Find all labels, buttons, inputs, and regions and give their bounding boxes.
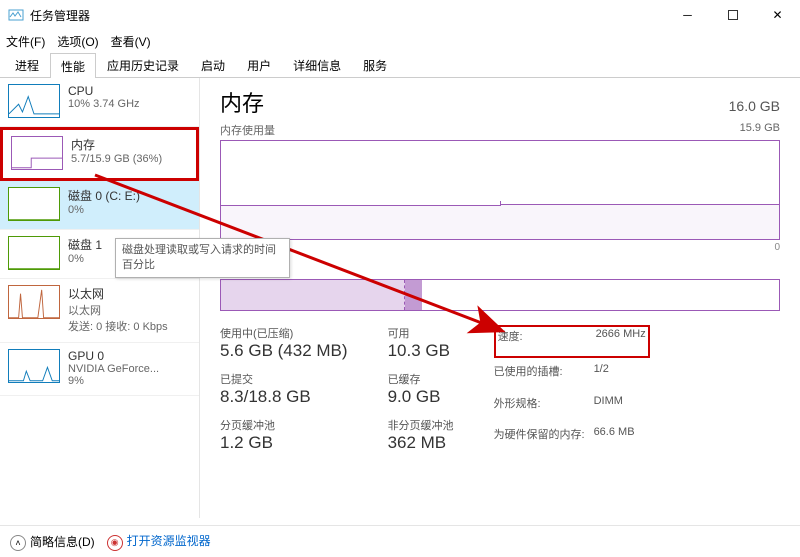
main-title: 内存	[220, 86, 264, 118]
sidebar: CPU10% 3.74 GHz内存5.7/15.9 GB (36%)磁盘 0 (…	[0, 78, 200, 518]
menu-view[interactable]: 查看(V)	[111, 33, 151, 50]
sidebar-item-title: 磁盘 0 (C: E:)	[68, 187, 140, 204]
sidebar-item-title: GPU 0	[68, 349, 159, 363]
stat-value: 8.3/18.8 GB	[220, 387, 348, 407]
sidebar-item-2[interactable]: 磁盘 0 (C: E:)0%	[0, 181, 199, 230]
sidebar-thumb	[8, 349, 60, 383]
kv-value: 2666 MHz	[594, 325, 650, 358]
sidebar-item-line3: 发送: 0 接收: 0 Kbps	[68, 318, 168, 334]
stat-label: 已缓存	[388, 371, 454, 387]
stat-value: 10.3 GB	[388, 341, 454, 361]
stat-label: 分页缓冲池	[220, 417, 348, 433]
sidebar-item-0[interactable]: CPU10% 3.74 GHz	[0, 78, 199, 127]
sidebar-item-line2: NVIDIA GeForce...	[68, 363, 159, 375]
tab-1[interactable]: 性能	[50, 53, 96, 78]
stat-value: 9.0 GB	[388, 387, 454, 407]
sidebar-item-title: CPU	[68, 84, 140, 98]
tab-5[interactable]: 详细信息	[282, 52, 352, 77]
stats-area: 使用中(已压缩)5.6 GB (432 MB) 已提交8.3/18.8 GB 分页缓…	[220, 325, 780, 453]
sidebar-thumb	[8, 236, 60, 270]
kv-value: 66.6 MB	[594, 426, 650, 453]
kv-value: DIMM	[594, 395, 650, 422]
menubar: 文件(F) 选项(O) 查看(V)	[0, 30, 800, 52]
sidebar-thumb	[11, 136, 63, 170]
resmon-icon: ◉	[107, 535, 123, 551]
sidebar-thumb	[8, 187, 60, 221]
chart-label: 内存使用量	[220, 122, 275, 138]
stat-label: 已提交	[220, 371, 348, 387]
chart-zero: 0	[220, 242, 780, 253]
close-button[interactable]: ✕	[755, 0, 800, 30]
sidebar-item-title: 磁盘 1	[68, 236, 102, 253]
sidebar-item-line2: 以太网	[68, 302, 168, 318]
menu-file[interactable]: 文件(F)	[6, 33, 45, 50]
titlebar: 任务管理器 ─ ✕	[0, 0, 800, 30]
kv-key: 已使用的插槽:	[494, 363, 594, 390]
main-total: 16.0 GB	[729, 98, 780, 114]
chart-max: 15.9 GB	[740, 122, 780, 138]
menu-options[interactable]: 选项(O)	[57, 33, 98, 50]
window-controls: ─ ✕	[665, 0, 800, 30]
minimize-button[interactable]: ─	[665, 0, 710, 30]
sidebar-item-line2: 0%	[68, 253, 102, 265]
tab-4[interactable]: 用户	[236, 52, 282, 77]
footer: ˄简略信息(D) ◉打开资源监视器	[0, 525, 800, 557]
open-resmon-link[interactable]: ◉打开资源监视器	[107, 532, 211, 551]
tab-2[interactable]: 应用历史记录	[96, 52, 190, 77]
tabbar: 进程性能应用历史记录启动用户详细信息服务	[0, 52, 800, 78]
sidebar-item-line2: 0%	[68, 204, 140, 216]
sidebar-item-4[interactable]: 以太网以太网发送: 0 接收: 0 Kbps	[0, 279, 199, 343]
memory-details: 速度:2666 MHz已使用的插槽:1/2外形规格:DIMM为硬件保留的内存:6…	[494, 325, 650, 453]
stat-value: 1.2 GB	[220, 433, 348, 453]
stat-value: 362 MB	[388, 433, 454, 453]
sidebar-thumb	[8, 84, 60, 118]
tab-3[interactable]: 启动	[190, 52, 236, 77]
stat-label: 非分页缓冲池	[388, 417, 454, 433]
maximize-button[interactable]	[710, 0, 755, 30]
tab-6[interactable]: 服务	[352, 52, 398, 77]
memory-usage-chart	[220, 140, 780, 240]
tab-0[interactable]: 进程	[4, 52, 50, 77]
kv-value: 1/2	[594, 363, 650, 390]
sidebar-item-1[interactable]: 内存5.7/15.9 GB (36%)	[0, 127, 199, 181]
tooltip: 磁盘处理读取或写入请求的时间百分比	[115, 238, 290, 278]
sidebar-item-5[interactable]: GPU 0NVIDIA GeForce...9%	[0, 343, 199, 396]
window-title: 任务管理器	[30, 7, 665, 24]
app-icon	[8, 7, 24, 23]
kv-key: 外形规格:	[494, 395, 594, 422]
stat-label: 使用中(已压缩)	[220, 325, 348, 341]
sidebar-item-title: 内存	[71, 136, 162, 153]
memory-composition-chart	[220, 279, 780, 311]
sidebar-item-title: 以太网	[68, 285, 168, 302]
sidebar-item-line2: 10% 3.74 GHz	[68, 98, 140, 110]
stat-value: 5.6 GB (432 MB)	[220, 341, 348, 361]
brief-info-toggle[interactable]: ˄简略信息(D)	[10, 533, 95, 551]
kv-key: 速度:	[494, 325, 594, 358]
kv-key: 为硬件保留的内存:	[494, 426, 594, 453]
sidebar-item-line3: 9%	[68, 375, 159, 387]
sidebar-thumb	[8, 285, 60, 319]
sidebar-item-line2: 5.7/15.9 GB (36%)	[71, 153, 162, 165]
chevron-up-icon: ˄	[10, 535, 26, 551]
stat-label: 可用	[388, 325, 454, 341]
main-panel: 内存 16.0 GB 内存使用量 15.9 GB 0 使用中(已压缩)5.6 G…	[200, 78, 800, 518]
